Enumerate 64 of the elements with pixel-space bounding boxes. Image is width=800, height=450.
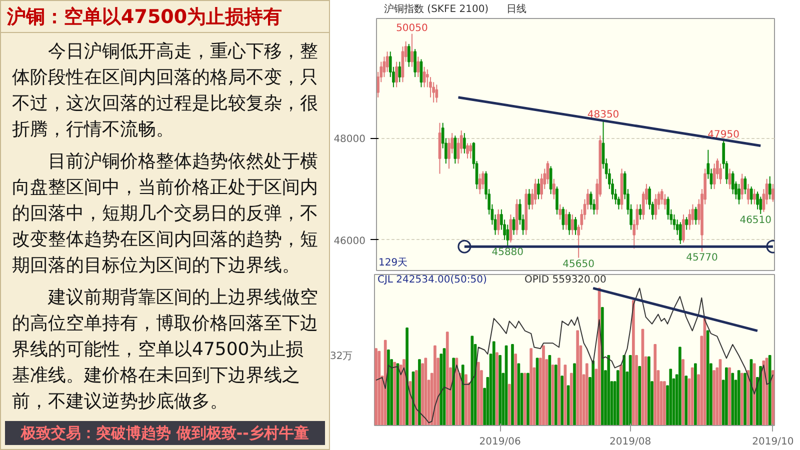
- text: 32万: [330, 350, 354, 364]
- annotation: 48350: [587, 109, 620, 120]
- candlestick: [478, 173, 482, 195]
- candlestick: [558, 204, 562, 220]
- candlestick: [416, 56, 420, 78]
- y-tick-label: 46000: [334, 236, 366, 247]
- text: 沪铜：空单以47500为止损持有: [1, 1, 329, 33]
- candlestick: [666, 196, 670, 220]
- text: 目前沪铜价格整体趋势依然处于横向盘整区间中，当前价格正处于区间内的回落中，短期几个交易日的反弹，不改变整体趋势在区间内回落的趋势，短期回落的目标位为区间的下边界线。: [11, 150, 319, 278]
- annotation: 45880: [492, 247, 524, 258]
- candlestick: [398, 61, 402, 83]
- candlestick: [410, 33, 414, 68]
- x-tick-label: 2019/08: [610, 436, 652, 448]
- candlestick: [694, 206, 698, 226]
- candlestick: [654, 194, 658, 220]
- candlestick: [570, 214, 574, 236]
- candlestick: [482, 170, 484, 190]
- annotation: 47950: [708, 130, 740, 141]
- candlestick: [753, 188, 756, 205]
- candlestick: [678, 222, 682, 245]
- text: 沪铜指数 (SKFE 2100): [384, 4, 489, 15]
- candlestick: [750, 186, 753, 205]
- candlestick: [469, 142, 472, 159]
- candlestick: [466, 142, 469, 159]
- annotation: 45770: [686, 252, 718, 264]
- y-tick-label: 48000: [334, 134, 366, 146]
- candlestick: [463, 132, 466, 154]
- candlestick: [435, 84, 438, 103]
- candlestick: [772, 183, 774, 202]
- text: 今日沪铜低开高走，重心下移，整体阶段性在区间内回落的格局不变，只不过，这次回落的过程是比较复杂，很折腾，行情不流畅。: [11, 40, 319, 142]
- text: 极致交易：突破博趋势 做到极致--乡村牛童: [5, 421, 325, 445]
- candlestick: [682, 214, 685, 243]
- candlestick: [568, 211, 571, 236]
- candlestick: [552, 178, 556, 200]
- candlestick: [688, 208, 692, 230]
- candlestick: [638, 204, 642, 220]
- candlestick: [454, 135, 457, 164]
- candlestick: [738, 183, 740, 205]
- candlestick: [562, 206, 565, 230]
- candlestick: [512, 216, 516, 236]
- candlestick: [731, 170, 734, 195]
- candlestick: [407, 43, 410, 68]
- candlestick: [685, 216, 688, 230]
- candlestick: [768, 176, 772, 200]
- x-tick-label: 2019/10: [752, 436, 794, 448]
- text: 建议前期背靠区间的上边界线做空的高位空单持有，博取价格回落至下边界线的可能性，空单以47500为止损基准线。建价格在未回到下边界线之前，不建议逆势抄底做多。: [11, 286, 319, 414]
- candlestick: [496, 208, 500, 236]
- annotation: 129天: [378, 258, 408, 268]
- text: OPID 559320.00: [524, 274, 606, 286]
- candlestick: [756, 191, 759, 210]
- annotation: 50050: [396, 22, 428, 34]
- annotation: 46510: [740, 214, 772, 226]
- candlestick: [556, 186, 558, 215]
- text: 日线: [506, 4, 527, 15]
- annotation: 45650: [562, 258, 594, 270]
- candlestick: [414, 48, 416, 78]
- candlestick: [395, 61, 398, 88]
- candlestick: [528, 188, 531, 210]
- candlestick: [740, 173, 744, 200]
- candlestick: [537, 178, 540, 200]
- x-tick-label: 2019/06: [479, 436, 521, 448]
- candlestick: [574, 216, 577, 236]
- candlestick: [509, 214, 512, 243]
- text: CJL 242534.00(50:50): [378, 274, 487, 286]
